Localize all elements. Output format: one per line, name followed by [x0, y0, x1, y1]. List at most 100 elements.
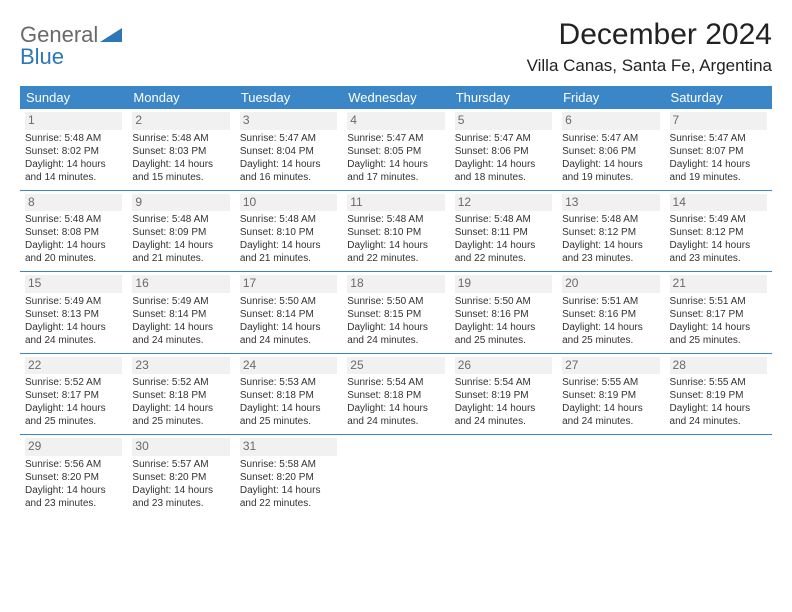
day-number: 10: [240, 194, 337, 212]
sunrise-text: Sunrise: 5:58 AM: [240, 458, 337, 471]
daylight-line-1: Daylight: 14 hours: [562, 402, 659, 415]
daylight-line-1: Daylight: 14 hours: [670, 158, 767, 171]
day-number: 29: [25, 438, 122, 456]
sunrise-text: Sunrise: 5:56 AM: [25, 458, 122, 471]
day-number: 15: [25, 275, 122, 293]
daylight-line-1: Daylight: 14 hours: [347, 321, 444, 334]
calendar-day-cell: 15Sunrise: 5:49 AMSunset: 8:13 PMDayligh…: [20, 272, 127, 354]
day-number: 26: [455, 357, 552, 375]
daylight-line-2: and 22 minutes.: [347, 252, 444, 265]
daylight-line-1: Daylight: 14 hours: [132, 402, 229, 415]
day-number: 3: [240, 112, 337, 130]
daylight-line-2: and 16 minutes.: [240, 171, 337, 184]
sunrise-text: Sunrise: 5:48 AM: [25, 213, 122, 226]
sunrise-text: Sunrise: 5:52 AM: [132, 376, 229, 389]
calendar-day-cell: 1 Sunrise: 5:48 AMSunset: 8:02 PMDaylight…: [20, 109, 127, 190]
calendar-empty-cell: [450, 435, 557, 516]
calendar-day-cell: 11Sunrise: 5:48 AMSunset: 8:10 PMDayligh…: [342, 190, 449, 272]
sunrise-text: Sunrise: 5:48 AM: [347, 213, 444, 226]
day-number: 24: [240, 357, 337, 375]
daylight-line-1: Daylight: 14 hours: [25, 484, 122, 497]
calendar-day-cell: 30Sunrise: 5:57 AMSunset: 8:20 PMDayligh…: [127, 435, 234, 516]
day-number: 31: [240, 438, 337, 456]
daylight-line-1: Daylight: 14 hours: [25, 158, 122, 171]
calendar-table: Sunday Monday Tuesday Wednesday Thursday…: [20, 86, 772, 516]
sunrise-text: Sunrise: 5:55 AM: [562, 376, 659, 389]
daylight-line-2: and 25 minutes.: [455, 334, 552, 347]
sunset-text: Sunset: 8:10 PM: [347, 226, 444, 239]
brand-triangle-icon: [100, 28, 122, 42]
sunrise-text: Sunrise: 5:49 AM: [25, 295, 122, 308]
daylight-line-2: and 22 minutes.: [240, 497, 337, 510]
daylight-line-2: and 17 minutes.: [347, 171, 444, 184]
sunrise-text: Sunrise: 5:54 AM: [455, 376, 552, 389]
calendar-day-cell: 28Sunrise: 5:55 AMSunset: 8:19 PMDayligh…: [665, 353, 772, 435]
daylight-line-1: Daylight: 14 hours: [240, 402, 337, 415]
day-number: 30: [132, 438, 229, 456]
sunrise-text: Sunrise: 5:47 AM: [347, 132, 444, 145]
sunset-text: Sunset: 8:06 PM: [455, 145, 552, 158]
day-number: 13: [562, 194, 659, 212]
day-number: 5: [455, 112, 552, 130]
daylight-line-2: and 24 minutes.: [25, 334, 122, 347]
day-number: 17: [240, 275, 337, 293]
sunrise-text: Sunrise: 5:49 AM: [132, 295, 229, 308]
calendar-day-cell: 20Sunrise: 5:51 AMSunset: 8:16 PMDayligh…: [557, 272, 664, 354]
sunrise-text: Sunrise: 5:50 AM: [240, 295, 337, 308]
sunset-text: Sunset: 8:02 PM: [25, 145, 122, 158]
sunset-text: Sunset: 8:10 PM: [240, 226, 337, 239]
calendar-page: General Blue December 2024 Villa Canas, …: [0, 0, 792, 516]
daylight-line-1: Daylight: 14 hours: [562, 158, 659, 171]
calendar-day-cell: 14Sunrise: 5:49 AMSunset: 8:12 PMDayligh…: [665, 190, 772, 272]
daylight-line-1: Daylight: 14 hours: [240, 158, 337, 171]
calendar-day-cell: 21Sunrise: 5:51 AMSunset: 8:17 PMDayligh…: [665, 272, 772, 354]
daylight-line-1: Daylight: 14 hours: [455, 321, 552, 334]
daylight-line-2: and 24 minutes.: [455, 415, 552, 428]
daylight-line-1: Daylight: 14 hours: [132, 239, 229, 252]
sunrise-text: Sunrise: 5:52 AM: [25, 376, 122, 389]
calendar-empty-cell: [665, 435, 772, 516]
daylight-line-2: and 18 minutes.: [455, 171, 552, 184]
day-number: 1: [25, 112, 122, 130]
calendar-day-cell: 3Sunrise: 5:47 AMSunset: 8:04 PMDaylight…: [235, 109, 342, 190]
sunset-text: Sunset: 8:08 PM: [25, 226, 122, 239]
sunset-text: Sunset: 8:09 PM: [132, 226, 229, 239]
daylight-line-2: and 23 minutes.: [25, 497, 122, 510]
day-number: 23: [132, 357, 229, 375]
daylight-line-2: and 24 minutes.: [347, 415, 444, 428]
sunrise-text: Sunrise: 5:49 AM: [670, 213, 767, 226]
sunrise-text: Sunrise: 5:48 AM: [25, 132, 122, 145]
sunrise-text: Sunrise: 5:48 AM: [240, 213, 337, 226]
daylight-line-1: Daylight: 14 hours: [455, 239, 552, 252]
sunset-text: Sunset: 8:05 PM: [347, 145, 444, 158]
daylight-line-1: Daylight: 14 hours: [455, 158, 552, 171]
daylight-line-2: and 23 minutes.: [132, 497, 229, 510]
sunset-text: Sunset: 8:16 PM: [562, 308, 659, 321]
daylight-line-1: Daylight: 14 hours: [240, 239, 337, 252]
weekday-header: Friday: [557, 86, 664, 109]
daylight-line-2: and 25 minutes.: [25, 415, 122, 428]
sunset-text: Sunset: 8:14 PM: [132, 308, 229, 321]
day-number: 21: [670, 275, 767, 293]
calendar-day-cell: 10Sunrise: 5:48 AMSunset: 8:10 PMDayligh…: [235, 190, 342, 272]
daylight-line-2: and 24 minutes.: [670, 415, 767, 428]
weekday-header-row: Sunday Monday Tuesday Wednesday Thursday…: [20, 86, 772, 109]
daylight-line-1: Daylight: 14 hours: [132, 484, 229, 497]
sunset-text: Sunset: 8:11 PM: [455, 226, 552, 239]
daylight-line-1: Daylight: 14 hours: [25, 239, 122, 252]
sunset-text: Sunset: 8:14 PM: [240, 308, 337, 321]
sunset-text: Sunset: 8:18 PM: [347, 389, 444, 402]
daylight-line-2: and 21 minutes.: [132, 252, 229, 265]
calendar-day-cell: 18Sunrise: 5:50 AMSunset: 8:15 PMDayligh…: [342, 272, 449, 354]
calendar-day-cell: 26Sunrise: 5:54 AMSunset: 8:19 PMDayligh…: [450, 353, 557, 435]
weekday-header: Thursday: [450, 86, 557, 109]
calendar-empty-cell: [557, 435, 664, 516]
daylight-line-2: and 19 minutes.: [562, 171, 659, 184]
daylight-line-1: Daylight: 14 hours: [240, 484, 337, 497]
daylight-line-2: and 24 minutes.: [347, 334, 444, 347]
daylight-line-1: Daylight: 14 hours: [562, 239, 659, 252]
sunrise-text: Sunrise: 5:48 AM: [132, 213, 229, 226]
daylight-line-2: and 25 minutes.: [132, 415, 229, 428]
daylight-line-1: Daylight: 14 hours: [347, 158, 444, 171]
day-number: 2: [132, 112, 229, 130]
